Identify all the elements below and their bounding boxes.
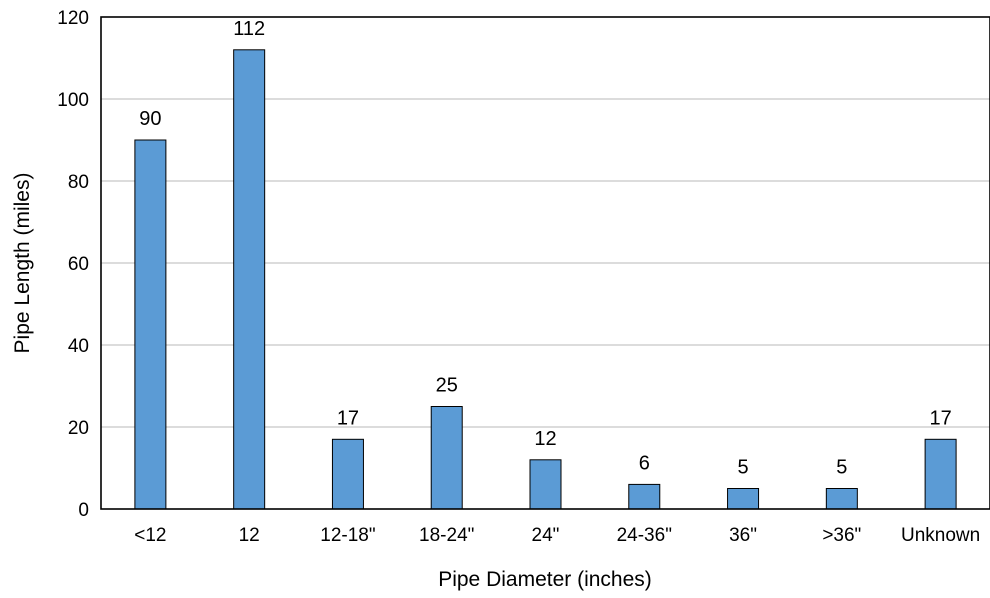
bars <box>134 49 957 510</box>
y-tick-label: 20 <box>68 418 89 439</box>
bar <box>430 406 463 510</box>
data-label: 5 <box>836 457 847 479</box>
data-label: 90 <box>139 108 161 130</box>
y-tick-label: 0 <box>78 500 89 521</box>
y-axis-title: Pipe Length (miles) <box>11 173 34 354</box>
y-tick-label: 40 <box>68 336 89 357</box>
x-tick-label: 24" <box>532 525 560 546</box>
x-tick-label: 12-18" <box>320 525 375 546</box>
y-tick-label: 60 <box>68 254 89 275</box>
bar <box>924 438 957 510</box>
y-tick-label: 100 <box>57 90 89 111</box>
data-label: 12 <box>534 428 556 450</box>
plot-frame <box>100 16 990 510</box>
bar <box>233 49 266 510</box>
data-labels: 90 112 17 25 12 6 5 5 17 <box>139 18 951 479</box>
bar <box>727 488 760 510</box>
x-axis-title: Pipe Diameter (inches) <box>438 568 652 591</box>
bar <box>825 488 858 510</box>
x-tick-label: 24-36" <box>617 525 672 546</box>
data-label: 5 <box>737 457 748 479</box>
bar <box>529 459 562 510</box>
x-tick-label: 12 <box>239 525 260 546</box>
x-tick-label: 18-24" <box>419 525 474 546</box>
x-tick-label: <12 <box>134 525 166 546</box>
bar <box>134 139 167 510</box>
x-tick-label: Unknown <box>901 525 980 546</box>
data-label: 17 <box>929 407 951 429</box>
data-label: 6 <box>639 452 650 474</box>
x-axis-ticks: <12 12 12-18" 18-24" 24" 24-36" 36" >36" Unknown <box>134 525 980 546</box>
data-label: 112 <box>233 18 265 40</box>
x-tick-label: 36" <box>729 525 757 546</box>
bar <box>628 483 661 510</box>
x-tick-label: >36" <box>822 525 861 546</box>
data-label: 17 <box>337 407 359 429</box>
bar <box>331 438 364 510</box>
y-axis-ticks: 0 20 40 60 80 100 120 <box>57 8 89 521</box>
y-tick-label: 80 <box>68 172 89 193</box>
data-label: 25 <box>436 375 458 397</box>
y-tick-label: 120 <box>57 8 89 29</box>
